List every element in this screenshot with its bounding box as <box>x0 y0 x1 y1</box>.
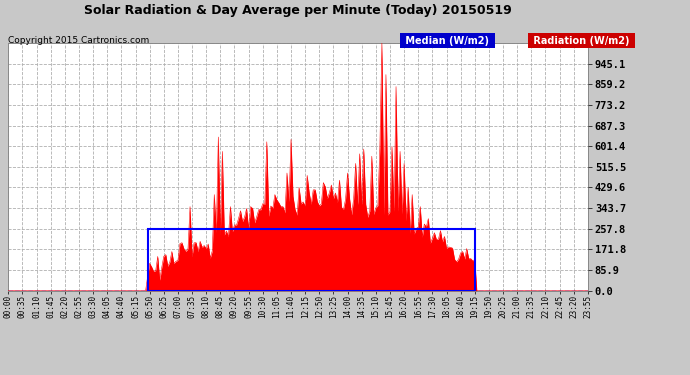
Text: Radiation (W/m2): Radiation (W/m2) <box>530 36 633 46</box>
Text: Median (W/m2): Median (W/m2) <box>402 36 493 46</box>
Bar <box>148 229 475 291</box>
Text: Solar Radiation & Day Average per Minute (Today) 20150519: Solar Radiation & Day Average per Minute… <box>84 4 512 17</box>
Text: Copyright 2015 Cartronics.com: Copyright 2015 Cartronics.com <box>8 36 150 45</box>
